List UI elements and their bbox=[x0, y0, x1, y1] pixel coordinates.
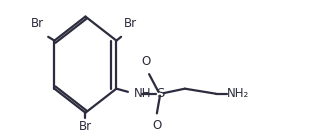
Text: NH: NH bbox=[133, 87, 151, 100]
Text: NH₂: NH₂ bbox=[227, 87, 249, 100]
Text: S: S bbox=[156, 87, 164, 100]
Text: Br: Br bbox=[30, 18, 44, 30]
Text: O: O bbox=[141, 55, 151, 68]
Text: Br: Br bbox=[124, 18, 137, 30]
Text: Br: Br bbox=[79, 120, 92, 133]
Text: O: O bbox=[152, 119, 161, 132]
